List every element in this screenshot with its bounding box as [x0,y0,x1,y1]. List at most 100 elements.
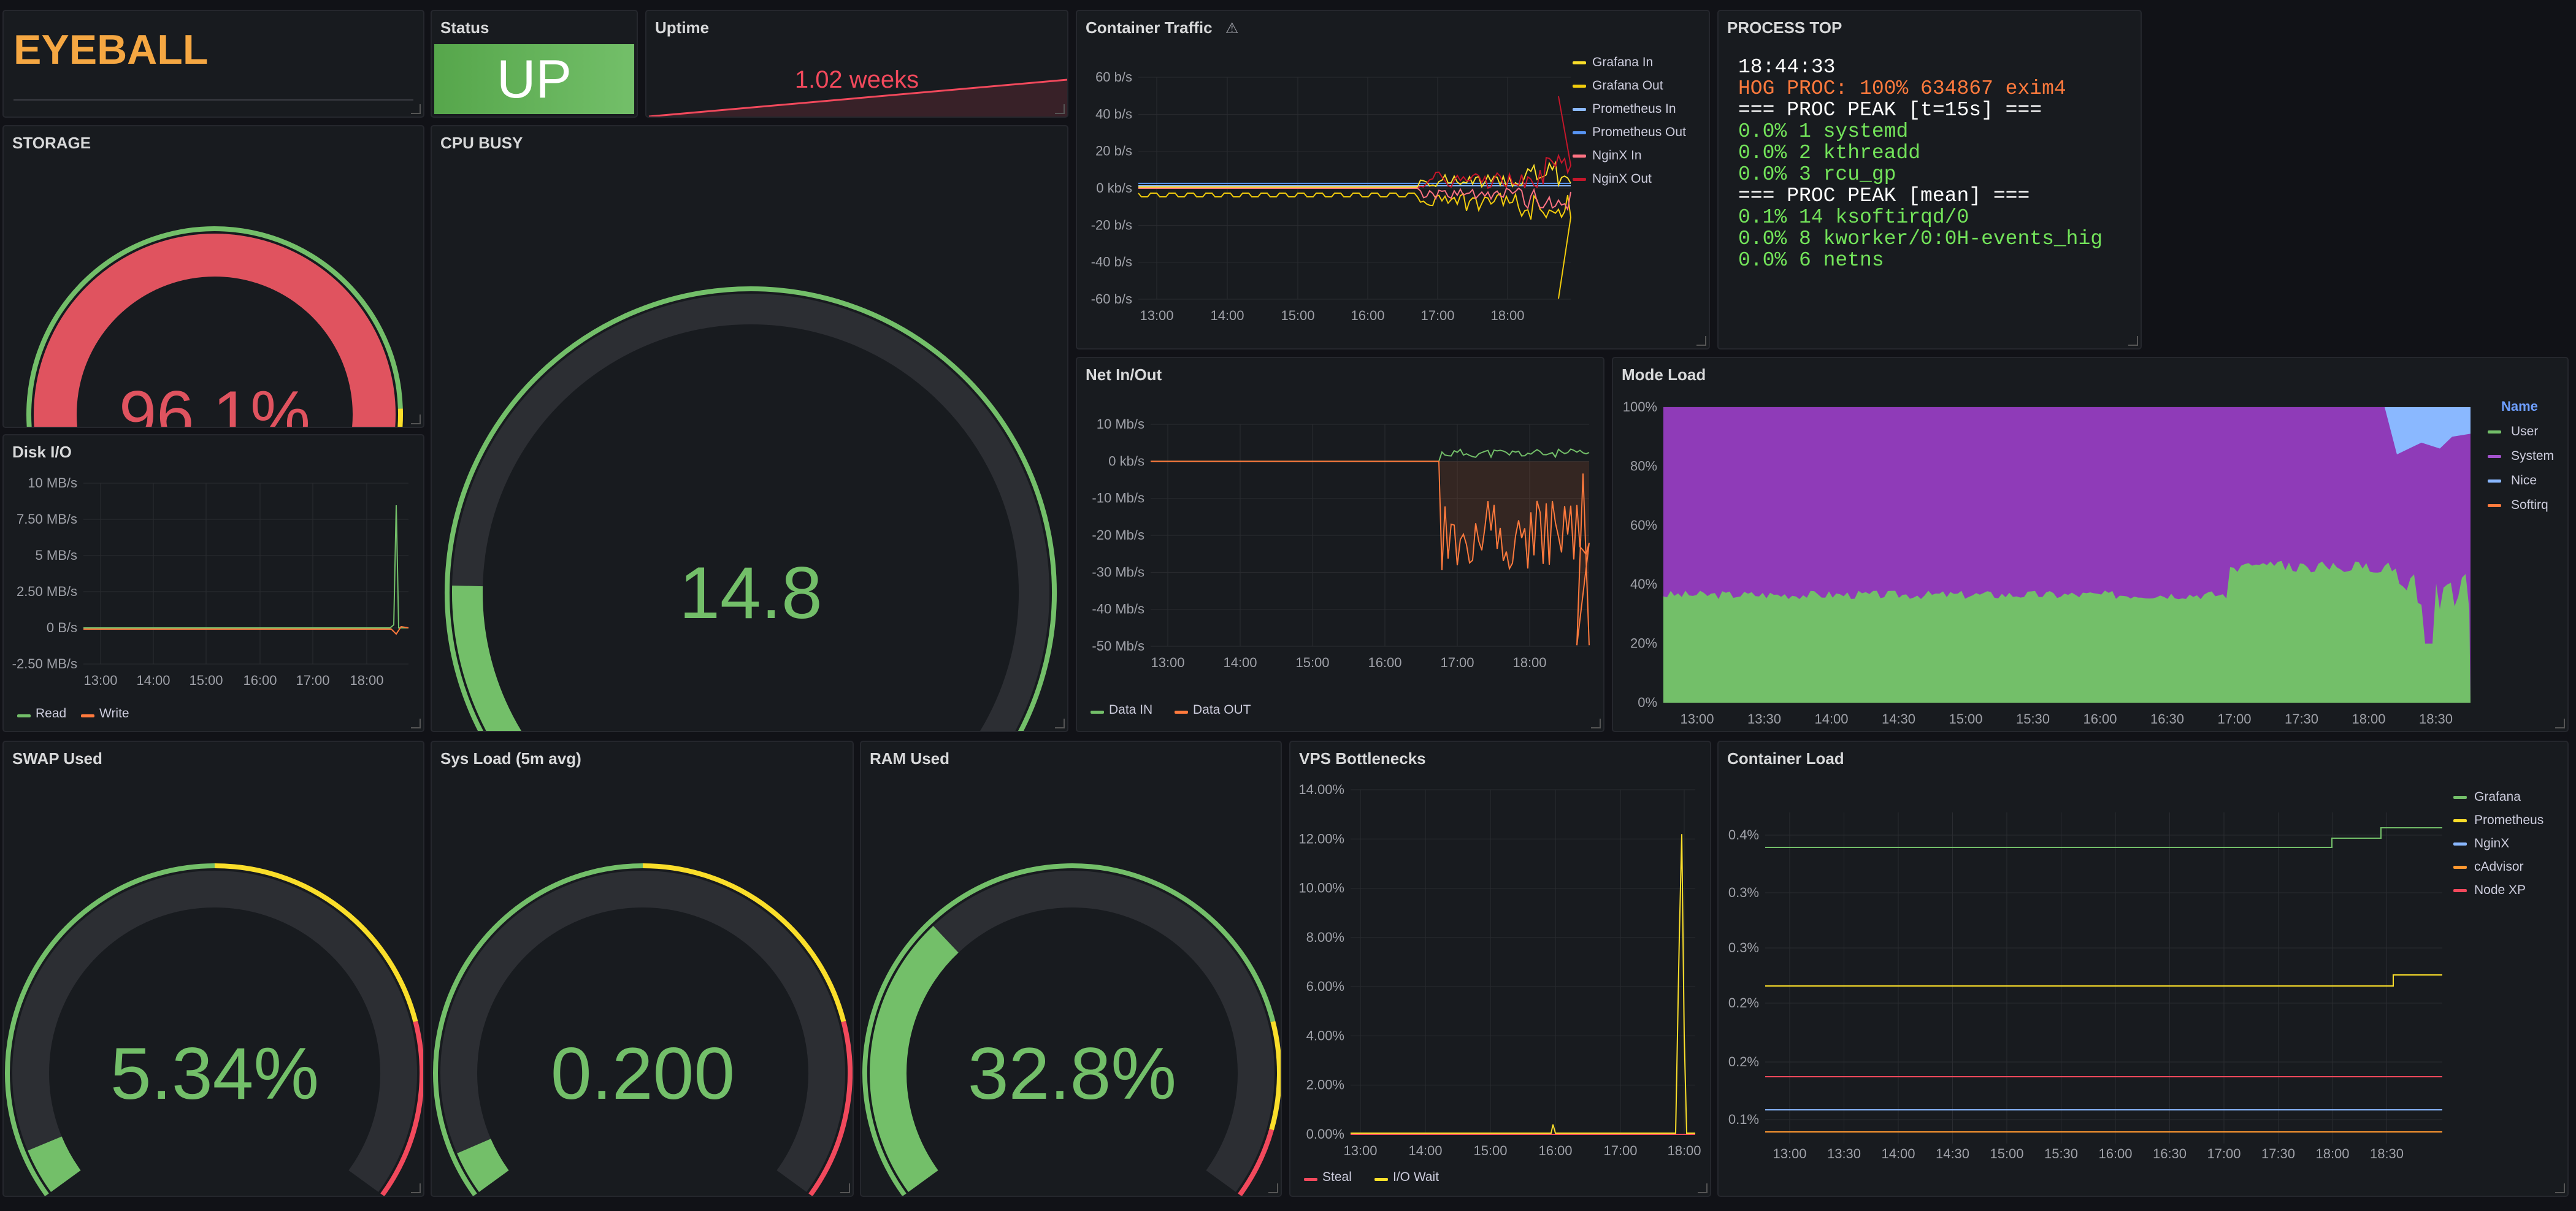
y-tick-label: 2.50 MB/s [17,584,77,599]
legend-swatch [81,714,94,717]
series-line [1138,96,1572,189]
legend-item: Grafana [2474,790,2521,804]
status-value: UP [496,48,572,109]
mode-load-panel: Mode Load 100% 80% 60% 40% 20% 0% 13:00 13:30 14… [1612,357,2569,732]
gauge-track [440,871,845,1192]
x-tick-label: 14:00 [1881,1146,1915,1161]
resize-handle[interactable] [1055,719,1065,728]
legend-swatch [2488,504,2501,507]
resize-handle[interactable] [2555,719,2565,728]
panel-title: VPS Bottlenecks [1299,749,1426,768]
y-tick-label: -30 Mb/s [1092,564,1144,579]
panel-title: Net In/Out [1086,365,1162,384]
legend-swatch [2453,796,2467,799]
series-line [1351,834,1695,1134]
legend-item: I/O Wait [1393,1170,1439,1184]
legend-swatch [17,714,31,717]
resize-handle[interactable] [1696,336,1706,346]
panel-title: Uptime [655,18,710,37]
resize-handle[interactable] [1591,719,1601,728]
y-tick-label: 7.50 MB/s [17,511,77,527]
x-tick-label: 16:30 [2150,711,2184,727]
x-tick-label: 18:00 [1512,655,1546,670]
x-tick-label: 13:30 [1827,1146,1861,1161]
resize-handle[interactable] [411,1183,421,1193]
series-line [1138,187,1571,212]
y-tick-label: 0.3% [1728,940,1759,955]
x-tick-label: 14:00 [1223,655,1257,670]
y-tick-label: -10 Mb/s [1092,491,1144,506]
process-line: 0.0% 3 rcu_gp [1738,163,1896,186]
x-tick-label: 18:00 [1490,308,1524,323]
resize-handle[interactable] [411,414,421,424]
x-tick-label: 13:00 [1773,1146,1806,1161]
process-line: 0.0% 2 kthreadd [1738,142,1921,164]
legend-swatch [1091,711,1104,714]
gauge-threshold-band [1269,1020,1281,1131]
series-line [83,625,409,635]
resize-handle[interactable] [411,104,421,114]
storage-gauge: 96.1% [26,226,403,427]
process-line: === PROC PEAK [t=15s] === [1738,99,2042,121]
process-line: 0.1% 14 ksoftirqd/0 [1738,206,1969,229]
uptime-sparkline [648,78,1067,117]
legend-item: Grafana In [1592,55,1653,69]
process-line: 0.0% 8 kworker/0:0H-events_hig [1738,227,2103,250]
legend-swatch [1573,131,1586,134]
panel-title: Container Traffic ⚠ [1086,18,1238,37]
x-tick-label: 16:30 [2153,1146,2187,1161]
resize-handle[interactable] [1698,1183,1708,1193]
x-tick-label: 15:30 [2044,1146,2078,1161]
sysload-panel: Sys Load (5m avg) 0.200 [431,741,854,1197]
x-tick-label: 15:00 [1949,711,1982,727]
x-tick-label: 17:00 [2217,711,2251,727]
y-tick-label: 8.00% [1306,930,1344,945]
x-tick-label: 18:30 [2419,711,2453,727]
panel-title: RAM Used [870,749,950,768]
y-tick-label: 60% [1630,518,1657,533]
x-tick-label: 17:00 [2207,1146,2241,1161]
resize-handle[interactable] [2128,336,2138,346]
series-line [83,505,408,628]
legend-swatch [1573,61,1586,64]
legend-item: NginX In [1592,148,1642,162]
y-tick-label: 60 b/s [1095,69,1132,85]
legend-swatch [1573,155,1586,158]
legend-item: Data OUT [1193,703,1251,717]
process-top-panel: PROCESS TOP 18:44:33 HOG PROC: 100% 63486… [1717,10,2142,350]
legend-swatch [1374,1178,1388,1181]
panel-title: Status [440,18,489,37]
series-area [1663,560,2471,703]
warning-triangle-icon[interactable]: ⚠ [1225,20,1239,37]
panel-title: PROCESS TOP [1727,18,1842,37]
x-tick-label: 16:00 [2083,711,2117,727]
legend-swatch [2488,430,2501,434]
y-tick-label: -50 Mb/s [1092,638,1144,654]
x-tick-label: 18:00 [1667,1143,1701,1158]
y-tick-label: -20 Mb/s [1092,527,1144,543]
y-tick-label: 40% [1630,576,1657,592]
x-tick-label: 15:00 [189,673,223,688]
container-traffic-chart: 60 b/s 40 b/s 20 b/s 0 kb/s -20 b/s -40 b/s -6… [1091,55,1686,323]
legend-swatch [1573,178,1586,181]
x-tick-label: 17:00 [296,673,329,688]
resize-handle[interactable] [840,1183,850,1193]
disk-io-panel: Disk I/O 10 MB/s 7.50 MB/s 5 MB/s 2.50 MB/s… [2,434,424,732]
panel-title: Mode Load [1622,365,1706,384]
vps-bottlenecks-chart: 14.00% 12.00% 10.00% 8.00% 6.00% 4.00% 2.00% 0.… [1298,782,1701,1184]
resize-handle[interactable] [411,719,421,728]
process-line: 0.0% 1 systemd [1738,120,1909,143]
resize-handle[interactable] [1268,1183,1278,1193]
resize-handle[interactable] [2555,1183,2565,1193]
gauge-threshold-band [1238,1129,1275,1196]
resize-handle[interactable] [1055,104,1065,114]
series-area [2385,407,2471,455]
x-tick-label: 16:00 [1538,1143,1572,1158]
x-tick-label: 16:00 [1368,655,1401,670]
y-tick-label: 10.00% [1298,881,1344,896]
x-tick-label: 17:00 [1420,308,1454,323]
gauge-threshold-band [380,1020,423,1196]
divider [13,99,413,101]
x-tick-label: 13:00 [1343,1143,1377,1158]
panel-title: Container Load [1727,749,1844,768]
